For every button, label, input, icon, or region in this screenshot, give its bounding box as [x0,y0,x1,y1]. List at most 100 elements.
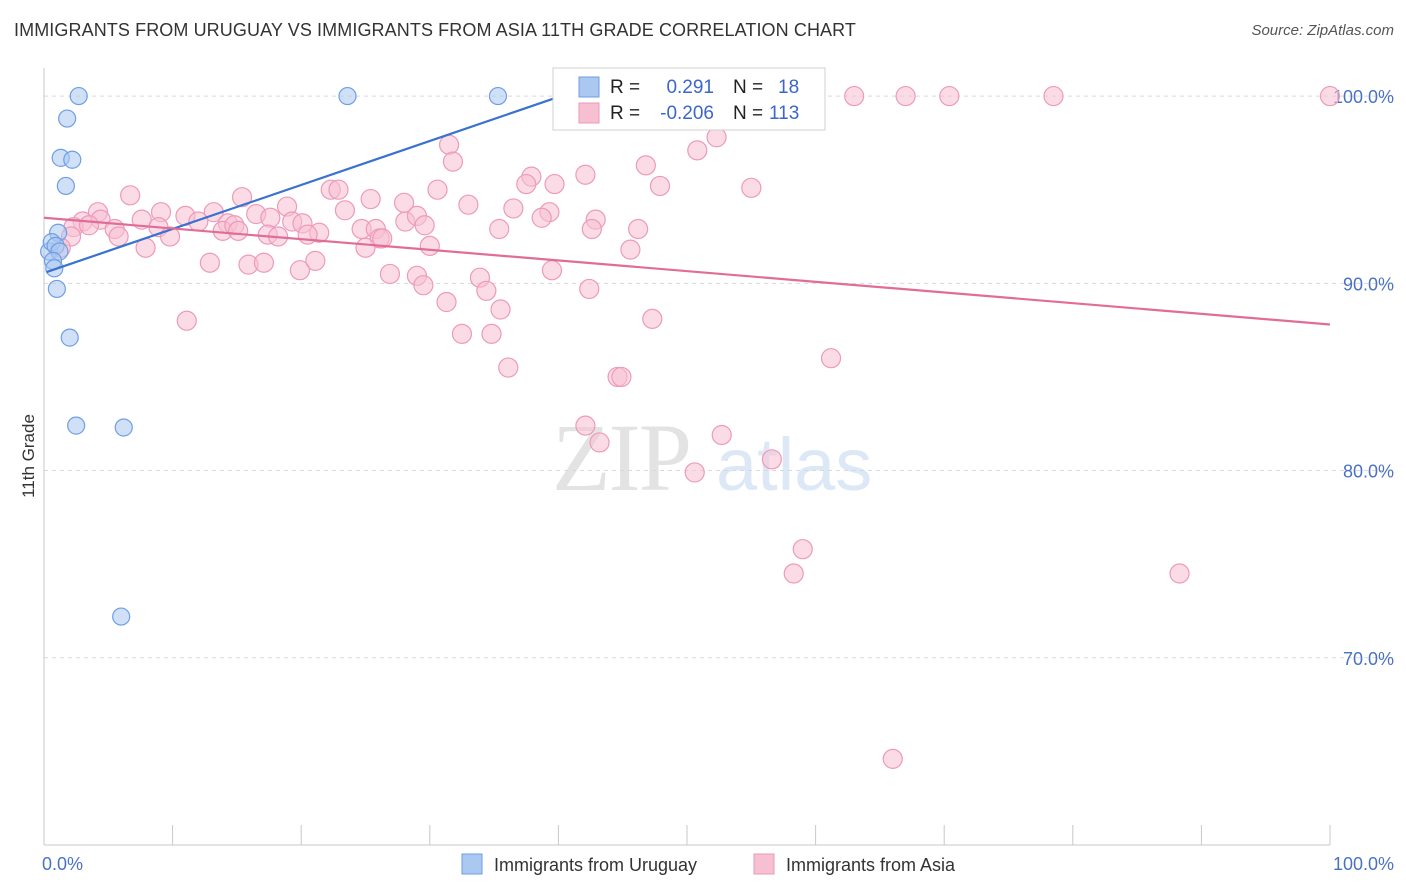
asia-point [442,151,464,172]
stats-r-value-uruguay: 0.291 [666,77,714,98]
asia-point [78,215,100,236]
asia-point [635,155,656,176]
uruguay-point [58,109,77,128]
stats-n-label-asia: N = [733,103,763,124]
uruguay-point [488,86,508,106]
stats-swatch-asia [578,102,600,124]
asia-point [711,424,732,446]
asia-point [761,449,782,470]
asia-point [581,218,602,240]
asia-point [260,207,281,228]
asia-point [844,85,865,107]
asia-point [503,198,524,219]
asia-point [489,218,510,240]
asia-point [120,185,141,206]
y-tick-label: 90.0% [1343,274,1394,294]
x-ticks [43,825,1331,845]
asia-points [50,85,1341,769]
asia-point [360,188,381,210]
uruguay-point [114,418,133,437]
asia-point [379,263,401,285]
asia-point [451,323,473,344]
asia-point [476,280,497,301]
asia-point [579,278,600,300]
asia-point [419,235,440,256]
asia-point [575,164,596,185]
watermark: ZIP atlas [552,404,872,511]
asia-point [490,299,511,320]
asia-point [642,308,663,329]
asia-point [628,218,649,240]
asia-point [355,237,376,258]
asia-point [575,415,596,436]
asia-point [176,310,197,331]
asia-point [792,539,813,560]
asia-point [544,173,565,195]
asia-point [228,220,249,241]
asia-point [589,432,610,453]
asia-point [108,226,129,247]
uruguay-point [69,86,88,106]
legend-swatch-uruguay [461,853,483,875]
asia-point [687,140,708,161]
asia-point [895,85,916,107]
y-tick-label: 100.0% [1333,87,1394,107]
asia-point [684,462,705,483]
stats-swatch-uruguay [578,76,600,98]
asia-point [413,275,434,296]
chart-title: IMMIGRANTS FROM URUGUAY VS IMMIGRANTS FR… [14,20,857,40]
y-tick-labels: 100.0% 90.0% 80.0% 70.0% [1333,87,1394,669]
uruguay-points [40,86,508,626]
uruguay-point [56,176,75,196]
asia-point [481,323,502,344]
legend-label-uruguay: Immigrants from Uruguay [494,855,697,875]
asia-point [253,252,275,273]
asia-point [706,127,727,148]
stats-r-value-asia: -0.206 [660,103,714,124]
asia-point [334,200,356,221]
asia-point [438,134,460,155]
legend-swatch-asia [753,853,775,875]
asia-point [372,228,393,249]
asia-point [289,260,311,281]
asia-point [458,194,479,215]
asia-point [436,291,457,313]
asia-point [741,177,762,198]
legend-label-asia: Immigrants from Asia [786,855,956,875]
watermark-atlas: atlas [716,423,872,506]
asia-trend-line [43,216,1331,326]
stats-n-value-asia: 113 [769,103,799,124]
asia-point [199,252,220,273]
asia-point [516,173,537,195]
legend: Immigrants from Uruguay Immigrants from … [461,853,956,875]
asia-point [882,748,903,769]
asia-point [1319,85,1341,107]
uruguay-trend-line [46,95,562,274]
grid-lines [44,95,1394,659]
uruguay-point [67,416,86,435]
asia-point [611,366,632,388]
asia-point [783,563,804,584]
asia-point [328,179,349,200]
watermark-zip: ZIP [552,404,690,511]
asia-point [427,179,448,200]
stats-r-label-uruguay: R = [610,77,640,98]
asia-point [1169,563,1190,584]
y-tick-label: 80.0% [1343,462,1394,482]
stats-n-value-uruguay: 18 [778,77,799,98]
asia-point [231,187,253,208]
uruguay-point [338,86,357,106]
uruguay-point [60,328,79,347]
x-tick-label-min: 0.0% [42,854,83,874]
asia-point [541,260,563,281]
x-tick-label-max: 100.0% [1333,854,1394,874]
stats-r-label-asia: R = [610,103,640,124]
uruguay-point [47,279,66,299]
asia-point [498,357,519,378]
y-axis-label: 11th Grade [19,414,38,498]
asia-point [531,207,552,228]
stats-n-label-uruguay: N = [733,77,763,98]
stats-box: R = 0.291 N = 18 R = -0.206 N = 113 [552,67,826,131]
asia-point [939,85,960,107]
